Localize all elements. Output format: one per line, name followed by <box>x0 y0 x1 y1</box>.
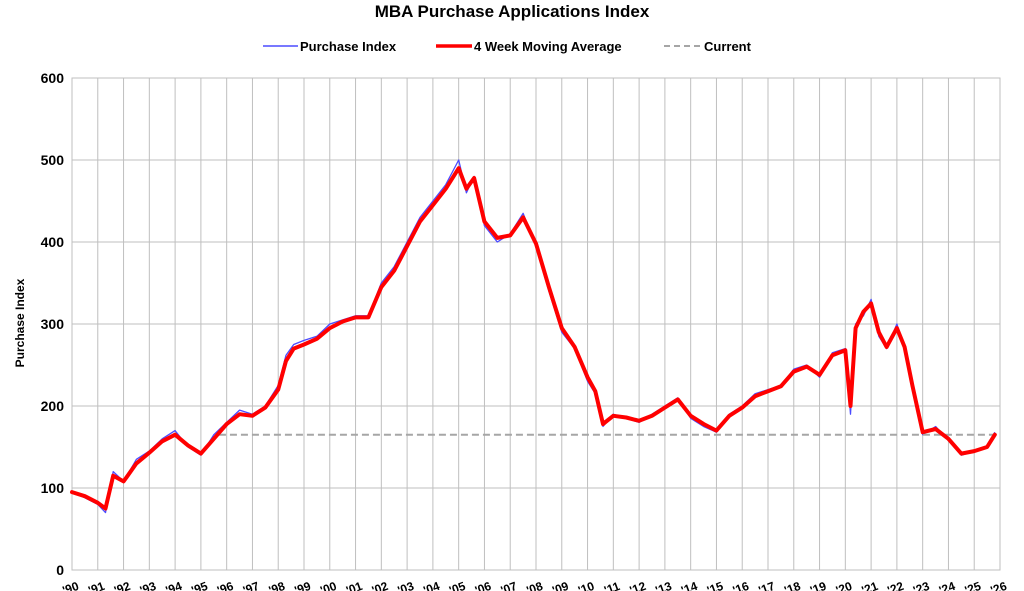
y-tick-label: 300 <box>41 316 65 332</box>
x-tick-label: '91 <box>86 579 106 591</box>
chart-title: MBA Purchase Applications Index <box>375 2 650 21</box>
x-tick-label: '25 <box>963 579 983 591</box>
legend-label-purchase-index: Purchase Index <box>300 39 397 54</box>
grid <box>71 77 1001 571</box>
x-tick-label: '22 <box>886 579 906 591</box>
x-tick-label: '19 <box>808 579 828 591</box>
x-tick-label: '15 <box>705 579 725 591</box>
y-tick-label: 400 <box>41 234 65 250</box>
x-axis-ticks: '90 '91 '92 '93 '94 '95 '96 '97 '98 '99 '00 '01 '02 '… <box>61 579 1009 591</box>
x-tick-label: '02 <box>370 579 390 591</box>
x-tick-label: '16 <box>731 579 751 591</box>
x-tick-label: '94 <box>164 579 184 591</box>
legend-label-moving-average: 4 Week Moving Average <box>474 39 622 54</box>
x-tick-label: '98 <box>267 579 287 591</box>
x-tick-label: '96 <box>215 579 235 591</box>
x-tick-label: '12 <box>628 579 648 591</box>
x-tick-label: '20 <box>834 579 854 591</box>
x-tick-label: '95 <box>190 579 210 591</box>
x-tick-label: '90 <box>61 579 81 591</box>
x-tick-label: '13 <box>654 579 674 591</box>
y-tick-label: 600 <box>41 70 65 86</box>
x-tick-label: '18 <box>782 579 802 591</box>
x-tick-label: '23 <box>911 579 931 591</box>
x-tick-label: '92 <box>112 579 132 591</box>
x-tick-label: '11 <box>602 579 622 591</box>
legend-label-current: Current <box>704 39 752 54</box>
y-tick-label: 200 <box>41 398 65 414</box>
series-line-moving-average <box>70 166 997 511</box>
x-tick-label: '24 <box>937 579 957 591</box>
x-tick-label: '14 <box>679 579 699 591</box>
x-tick-label: '10 <box>576 579 596 591</box>
y-axis-ticks: 0 100 200 300 400 500 600 <box>41 70 65 578</box>
y-tick-label: 100 <box>41 480 65 496</box>
legend: Purchase Index 4 Week Moving Average Cur… <box>263 39 752 54</box>
y-tick-label: 500 <box>41 152 65 168</box>
x-tick-label: '08 <box>525 579 545 591</box>
x-tick-label: '05 <box>447 579 467 591</box>
x-tick-label: '01 <box>344 579 364 591</box>
x-tick-label: '26 <box>989 579 1009 591</box>
x-tick-label: '21 <box>860 579 880 591</box>
x-tick-label: '93 <box>138 579 158 591</box>
x-tick-label: '09 <box>550 579 570 591</box>
x-tick-label: '97 <box>241 579 261 591</box>
x-tick-label: '00 <box>318 579 338 591</box>
x-tick-label: '17 <box>757 579 777 591</box>
y-axis-label: Purchase Index <box>13 278 27 367</box>
x-tick-label: '07 <box>499 579 519 591</box>
x-tick-label: '99 <box>293 579 313 591</box>
x-tick-label: '06 <box>473 579 493 591</box>
x-tick-label: '04 <box>422 579 442 591</box>
series <box>70 159 1000 514</box>
x-tick-label: '03 <box>396 579 416 591</box>
y-tick-label: 0 <box>56 562 64 578</box>
